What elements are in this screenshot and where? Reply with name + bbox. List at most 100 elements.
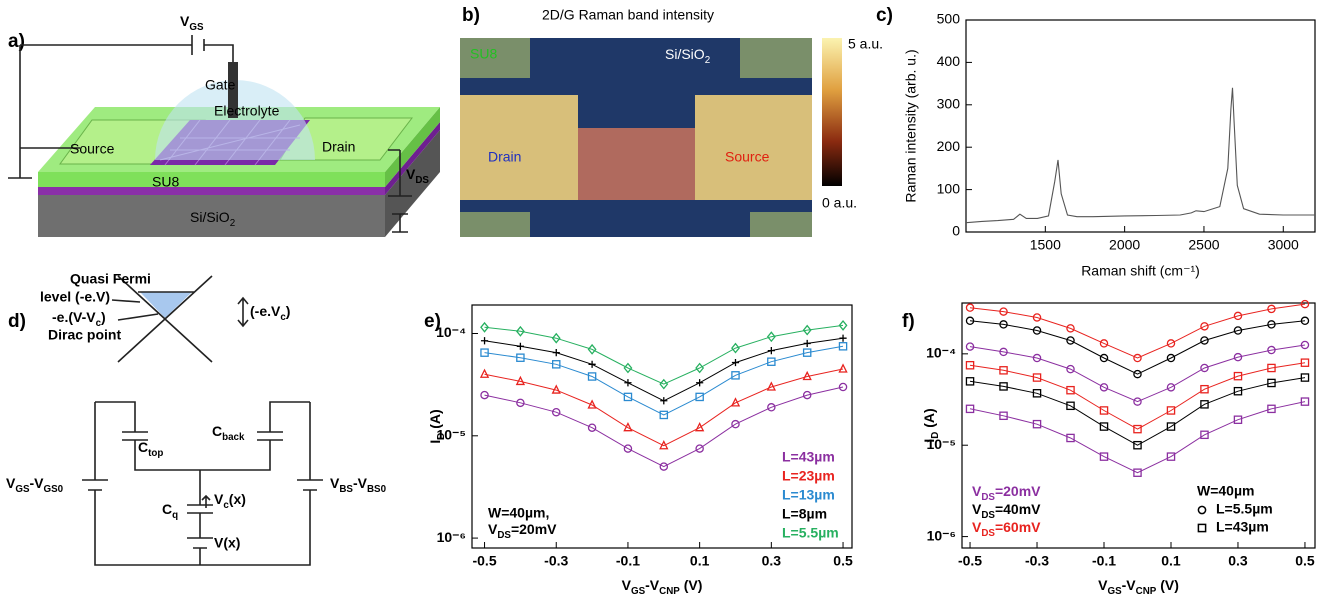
marker [804,372,811,379]
x-tick-label: -0.1 [1092,553,1116,569]
x-tick-label: 2500 [1188,237,1219,253]
annotation: VDS=60mV [972,519,1041,539]
text-part: -V [30,475,45,491]
x-tick-label: 3000 [1268,237,1299,253]
text-part: GS [631,586,646,597]
text-part: CNP [659,586,680,597]
label: level (-e.V) [40,289,110,305]
text-part: GS [1107,586,1122,597]
label: V(x) [214,535,240,551]
y-tick-label: 10⁻⁶ [437,529,466,545]
legend-label: L=13µm [782,487,835,503]
plot-frame [966,20,1315,232]
y-tick-label: 200 [937,138,961,154]
text-part: top [148,448,163,459]
marker [839,335,846,342]
label: SU8 [152,174,179,190]
label: Electrolyte [214,103,280,119]
text-part: DS [415,175,429,186]
series-line [970,402,1305,473]
x-tick-label: -0.3 [544,553,568,569]
y-axis-label: Raman intensity (arb. u.) [903,49,919,202]
series-line [485,325,844,384]
y-tick-label: 10⁻⁴ [436,324,466,340]
title: 2D/G Raman band intensity [542,7,714,23]
text-part: ) [286,303,291,319]
label: Source [70,141,115,157]
label: Vc(x) [214,491,246,511]
text-part: DS [981,492,995,503]
y-tick-label: 400 [937,53,961,69]
label: VBS-VBS0 [330,475,387,495]
device-schematic [8,35,440,237]
y-tick-label: 300 [937,96,961,112]
text-part: =20mV [995,483,1041,499]
text-part: C [138,439,148,455]
marker [804,340,811,347]
label: VGS [180,13,204,33]
series-line [970,321,1305,374]
y-tick-label: 100 [937,180,961,196]
label: Drain [488,149,521,165]
x-tick-label: -0.5 [472,553,496,569]
series-line [970,304,1305,358]
colorbar [822,38,842,186]
text-part: 2 [705,55,710,66]
x-axis-label: VGS-VCNP (V) [622,577,703,597]
marker [1198,524,1205,531]
legend-label: L=5.5µm [1216,501,1273,517]
text-part: (A) [921,408,937,431]
label: VGS-VGS0 [6,475,64,495]
text-part: Si/SiO [190,209,230,225]
x-axis-label: VGS-VCNP (V) [1098,577,1179,597]
legend-label: L=5.5µm [782,525,839,541]
figure: a) b) c) d) e) f) VGS Gate Electrolyte S… [0,0,1332,600]
panel-label: d) [8,311,26,332]
marker [768,347,775,354]
marker [481,370,488,377]
text-part: D [930,432,941,439]
marker [624,424,631,431]
x-tick-label: 0.5 [833,553,853,569]
marker [732,399,739,406]
series-line [970,345,1305,402]
x-tick-label: 1500 [1030,237,1061,253]
text-part: (-e.V [250,303,281,319]
x-tick-label: -0.1 [616,553,640,569]
x-tick-label: -0.3 [1025,553,1049,569]
series-line [485,338,844,401]
x-tick-label: 0.5 [1295,553,1315,569]
marker [517,343,524,350]
marker [517,377,524,384]
text-part: back [222,432,245,443]
label: Ctop [138,439,163,459]
y-tick-label: 10⁻⁴ [926,345,956,361]
band-diagram [112,276,248,362]
annotation: VDS=20mV [488,521,557,541]
colorbar-label: 0 a.u. [822,195,857,211]
y-tick-label: 10⁻⁶ [927,527,956,543]
text-part: -V [645,577,660,593]
text-part: C [212,423,222,439]
text-part: BS0 [367,484,387,495]
text-part: (A) [427,409,443,432]
marker [1198,506,1205,513]
marker [624,379,631,386]
label: Gate [205,77,236,93]
y-axis-label: ID (A) [921,408,941,442]
text-part: GS0 [44,484,64,495]
x-tick-label: 2000 [1109,237,1140,253]
marker [660,442,667,449]
label: Source [725,149,770,165]
x-tick-label: 0.3 [762,553,782,569]
text-part: ) [101,309,106,325]
marker [553,349,560,356]
marker [660,397,667,404]
marker [768,383,775,390]
label: (-e.Vc) [250,303,290,323]
text-part: 2 [230,218,235,229]
series-line [970,363,1305,429]
text-part: D [436,433,447,440]
label: Quasi Fermi [70,271,151,287]
text-part: =60mV [995,519,1041,535]
